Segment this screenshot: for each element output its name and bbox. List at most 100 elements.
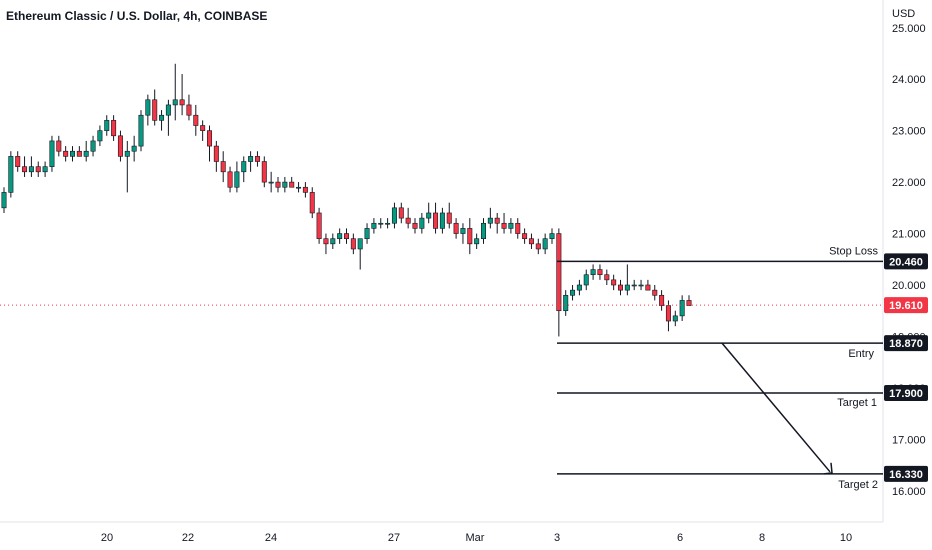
candle-body — [8, 156, 14, 193]
candle — [576, 279, 582, 296]
candle — [234, 161, 240, 193]
candle-body — [576, 284, 582, 291]
level-price-tag — [884, 253, 928, 270]
candle-body — [570, 289, 576, 296]
candle-body — [624, 284, 630, 291]
candle-body — [227, 171, 233, 188]
candle — [117, 130, 123, 162]
candle-body — [665, 305, 671, 322]
x-tick-label: 10 — [840, 532, 852, 544]
candle — [193, 104, 199, 136]
candle-body — [131, 145, 137, 152]
level-label: Target 1 — [837, 397, 877, 409]
candle — [494, 212, 500, 234]
candle — [63, 146, 69, 162]
level-price-tag — [884, 385, 928, 402]
candle-body — [542, 238, 548, 250]
x-tick-label: 3 — [554, 532, 560, 544]
candle-body — [261, 161, 267, 183]
candle — [549, 228, 555, 244]
candle-body — [659, 294, 665, 306]
candle — [275, 176, 281, 193]
candles-group — [1, 63, 692, 337]
candle — [42, 161, 48, 177]
candle-body — [152, 99, 158, 121]
candle — [49, 135, 55, 172]
candle-body — [364, 228, 370, 239]
candle-body — [213, 145, 219, 162]
candle-body — [563, 294, 569, 312]
candle-body — [35, 166, 41, 173]
level-target-1[interactable]: Target 1 17.900 — [557, 385, 928, 409]
candle-body — [111, 120, 117, 137]
candle-body — [419, 217, 425, 229]
candle — [152, 89, 158, 126]
time-axis[interactable]: 20 22 24 27 Mar 3 6 8 10 — [101, 532, 852, 544]
candle-body — [145, 99, 151, 116]
candle-body — [316, 212, 322, 239]
candle-body — [323, 238, 329, 245]
candle — [104, 115, 110, 136]
candle-body — [289, 181, 295, 188]
candle-body — [549, 233, 555, 239]
candle — [90, 135, 96, 157]
candle-body — [248, 156, 254, 162]
candle — [405, 207, 411, 229]
candle — [426, 202, 432, 224]
candle — [159, 110, 165, 131]
candle-body — [638, 284, 644, 287]
candle — [433, 202, 439, 234]
candle-body — [350, 238, 356, 250]
candle — [652, 285, 658, 301]
candle — [604, 269, 610, 285]
candle — [528, 233, 534, 249]
candle — [467, 218, 473, 255]
level-stop-loss[interactable]: Stop Loss 20.460 — [557, 245, 928, 270]
candle-body — [165, 104, 171, 116]
candle — [207, 125, 213, 162]
level-entry[interactable]: Entry 18.870 — [557, 335, 928, 360]
projection-line — [721, 342, 831, 473]
candle — [665, 300, 671, 332]
candle — [200, 120, 206, 141]
candle-body — [343, 233, 349, 239]
candle — [35, 161, 41, 177]
candle — [131, 135, 137, 162]
candle-body — [104, 120, 110, 131]
candle — [522, 228, 528, 244]
candle-body — [522, 233, 528, 239]
candle — [248, 151, 254, 172]
candle — [97, 125, 103, 147]
candle-body — [528, 238, 534, 245]
candle — [124, 140, 130, 193]
candle — [480, 218, 486, 244]
candle-body — [234, 171, 240, 188]
candle — [145, 94, 151, 126]
candle — [563, 290, 569, 316]
candle-body — [398, 207, 404, 219]
candle — [172, 63, 178, 121]
candle — [56, 135, 62, 157]
candle-body — [583, 274, 589, 286]
candle — [213, 140, 219, 172]
candle-body — [241, 161, 247, 173]
candle-body — [494, 217, 500, 224]
candle-body — [474, 238, 480, 245]
candle — [22, 156, 28, 177]
candle — [138, 110, 144, 152]
candle-body — [515, 222, 521, 234]
candle — [398, 202, 404, 224]
candle — [515, 218, 521, 239]
candle-body — [433, 212, 439, 229]
candle — [261, 156, 267, 188]
candle-body — [70, 150, 76, 157]
candle — [487, 207, 493, 229]
candle-body — [200, 125, 206, 131]
candle-body — [604, 274, 610, 281]
candle-body — [1, 192, 7, 209]
level-target-2[interactable]: Target 2 16.330 — [557, 465, 928, 491]
candle — [570, 285, 576, 301]
candle-body — [391, 207, 397, 224]
level-price-label: 17.900 — [889, 388, 923, 400]
